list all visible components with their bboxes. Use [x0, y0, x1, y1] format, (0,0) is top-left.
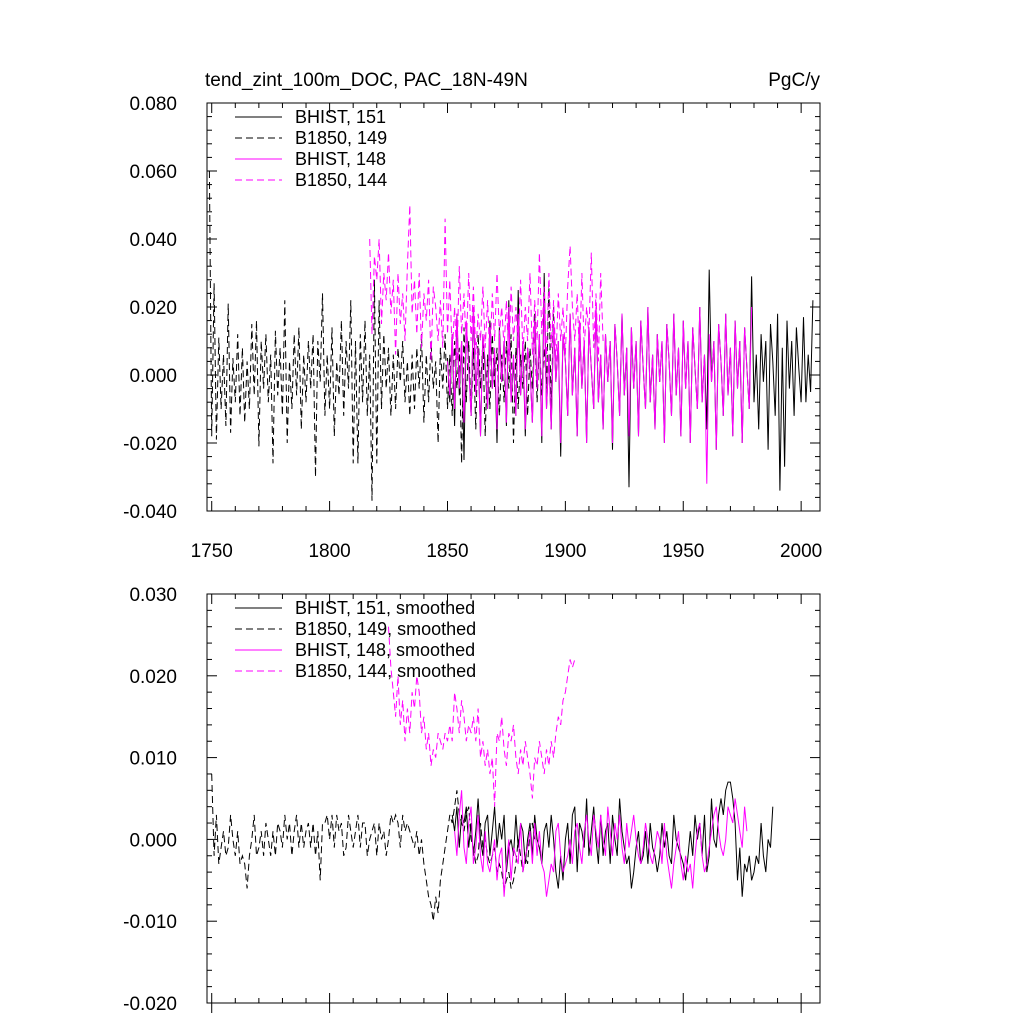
x-tick-label: 2000: [780, 541, 822, 562]
top-series-group: [208, 170, 814, 501]
bottom-plot-frame: [206, 593, 821, 1004]
x-tick-label: 1950: [662, 541, 704, 562]
top-y-tick-labels: -0.040 -0.020 0.000 0.020 0.040 0.060 0.080: [123, 94, 177, 523]
legend-label: B1850, 144: [295, 170, 387, 190]
top-x-tick-labels: 1750 1800 1850 1900 1950 2000: [191, 541, 823, 562]
y-tick-label: 0.000: [129, 366, 177, 387]
x-tick-label: 1800: [308, 541, 350, 562]
y-tick-label: 0.020: [129, 667, 177, 688]
legend-label: BHIST, 148: [295, 149, 386, 169]
legend-label: B1850, 149, smoothed: [295, 619, 476, 639]
legend-label: BHIST, 151: [295, 107, 386, 127]
legend-label: BHIST, 151, smoothed: [295, 598, 475, 618]
x-tick-label: 1750: [191, 541, 233, 562]
x-tick-label: 1850: [426, 541, 468, 562]
y-tick-label: -0.020: [123, 434, 177, 455]
y-tick-label: 0.030: [129, 585, 177, 606]
legend-label: B1850, 144, smoothed: [295, 661, 476, 681]
y-tick-label: 0.080: [129, 94, 177, 115]
y-tick-label: -0.040: [123, 502, 177, 523]
series-line-b1850-144: [369, 204, 604, 362]
y-tick-label: 0.060: [129, 162, 177, 183]
series-line-bhist-148-smoothed: [454, 790, 748, 897]
top-chart-title: tend_zint_100m_DOC, PAC_18N-49N: [205, 70, 528, 91]
y-tick-label: 0.040: [129, 230, 177, 251]
series-line-bhist-151-smoothed: [451, 781, 774, 897]
series-line-b1850-144-smoothed: [388, 626, 576, 807]
bottom-y-tick-labels: -0.020 -0.010 0.000 0.010 0.020 0.030: [123, 585, 177, 1015]
bottom-tick-marks: [207, 593, 820, 1013]
legend-label: B1850, 149: [295, 128, 387, 148]
y-tick-label: 0.020: [129, 298, 177, 319]
top-plot-frame: [206, 102, 821, 512]
y-tick-label: -0.020: [123, 994, 177, 1015]
bottom-series-group: [211, 626, 774, 922]
y-tick-label: -0.010: [123, 912, 177, 933]
top-chart-units: PgC/y: [768, 70, 820, 91]
y-tick-label: 0.010: [129, 749, 177, 770]
series-line-b1850-149-smoothed: [211, 773, 536, 922]
top-panel: tend_zint_100m_DOC, PAC_18N-49N PgC/y BH…: [123, 70, 822, 562]
series-line-bhist-148: [447, 300, 753, 484]
y-tick-label: 0.000: [129, 830, 177, 851]
legend-label: BHIST, 148, smoothed: [295, 640, 475, 660]
x-tick-label: 1900: [544, 541, 586, 562]
series-line-b1850-149: [208, 170, 555, 501]
